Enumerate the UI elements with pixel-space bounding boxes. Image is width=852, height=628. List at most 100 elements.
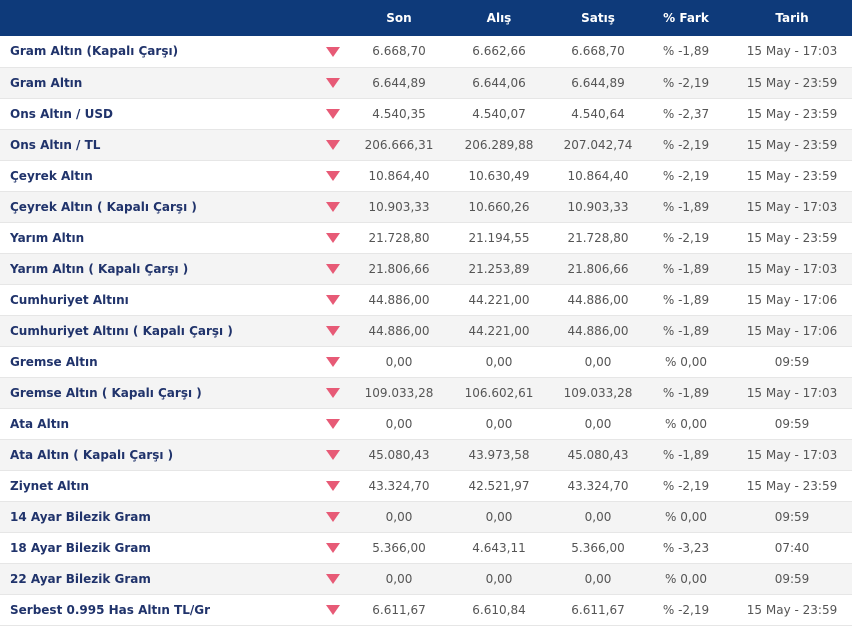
satis-value: 0,00 xyxy=(556,501,640,533)
son-value: 6.611,67 xyxy=(356,594,442,626)
satis-value: 6.668,70 xyxy=(556,36,640,68)
header-trend xyxy=(318,0,356,36)
table-row[interactable]: Gremse Altın ( Kapalı Çarşı ) 109.033,28 1… xyxy=(0,377,852,409)
asset-name-link[interactable]: Ata Altın xyxy=(0,408,318,440)
table-row[interactable]: Yarım Altın ( Kapalı Çarşı ) 21.806,66 21.… xyxy=(0,253,852,285)
asset-name-link[interactable]: Yarım Altın ( Kapalı Çarşı ) xyxy=(0,253,318,285)
down-arrow-icon xyxy=(326,481,340,491)
asset-name-link[interactable]: Gram Altın xyxy=(0,67,318,99)
table-row[interactable]: Ziynet Altın 43.324,70 42.521,97 43.324,70%… xyxy=(0,470,852,502)
fark-value: % -1,89 xyxy=(640,253,732,285)
son-value: 206.666,31 xyxy=(356,129,442,161)
alis-value: 6.662,66 xyxy=(442,36,556,68)
header-alis[interactable]: Alış xyxy=(486,11,512,25)
satis-value: 10.864,40 xyxy=(556,160,640,192)
asset-name-link[interactable]: Ons Altın / TL xyxy=(0,129,318,161)
trend-cell xyxy=(318,315,356,347)
tarih-value: 07:40 xyxy=(732,532,852,564)
down-arrow-icon xyxy=(326,419,340,429)
header-son[interactable]: Son xyxy=(386,11,412,25)
down-arrow-icon xyxy=(326,202,340,212)
header-tarih[interactable]: Tarih xyxy=(775,11,809,25)
asset-name-link[interactable]: Gram Altın (Kapalı Çarşı) xyxy=(0,36,318,68)
alis-value: 43.973,58 xyxy=(442,439,556,471)
son-value: 109.033,28 xyxy=(356,377,442,409)
down-arrow-icon xyxy=(326,140,340,150)
table-row[interactable]: Ons Altın / TL 206.666,31 206.289,88 207.04… xyxy=(0,129,852,161)
tarih-value: 15 May - 17:03 xyxy=(732,377,852,409)
tarih-value: 09:59 xyxy=(732,346,852,378)
trend-cell xyxy=(318,501,356,533)
trend-cell xyxy=(318,253,356,285)
asset-name-link[interactable]: 18 Ayar Bilezik Gram xyxy=(0,532,318,564)
table-row[interactable]: Gremse Altın 0,00 0,00 0,00% 0,00 09:59 xyxy=(0,346,852,378)
fark-value: % -2,19 xyxy=(640,67,732,99)
fark-value: % 0,00 xyxy=(640,408,732,440)
trend-cell xyxy=(318,36,356,68)
tarih-value: 15 May - 23:59 xyxy=(732,470,852,502)
tarih-value: 15 May - 23:59 xyxy=(732,67,852,99)
asset-name-link[interactable]: Cumhuriyet Altını ( Kapalı Çarşı ) xyxy=(0,315,318,347)
table-row[interactable]: Ons Altın / USD 4.540,35 4.540,07 4.540,64%… xyxy=(0,98,852,130)
asset-name-link[interactable]: Çeyrek Altın xyxy=(0,160,318,192)
tarih-value: 15 May - 23:59 xyxy=(732,129,852,161)
fark-value: % -3,23 xyxy=(640,532,732,564)
asset-name-link[interactable]: Gremse Altın xyxy=(0,346,318,378)
son-value: 21.728,80 xyxy=(356,222,442,254)
satis-value: 21.806,66 xyxy=(556,253,640,285)
trend-cell xyxy=(318,191,356,223)
asset-name-link[interactable]: Cumhuriyet Altını xyxy=(0,284,318,316)
down-arrow-icon xyxy=(326,512,340,522)
alis-value: 0,00 xyxy=(442,563,556,595)
son-value: 5.366,00 xyxy=(356,532,442,564)
asset-name-link[interactable]: Yarım Altın xyxy=(0,222,318,254)
asset-name-link[interactable]: Çeyrek Altın ( Kapalı Çarşı ) xyxy=(0,191,318,223)
satis-value: 10.903,33 xyxy=(556,191,640,223)
tarih-value: 15 May - 17:03 xyxy=(732,191,852,223)
tarih-value: 09:59 xyxy=(732,501,852,533)
table-row[interactable]: Yarım Altın 21.728,80 21.194,55 21.728,80% … xyxy=(0,222,852,254)
header-satis[interactable]: Satış xyxy=(581,11,615,25)
tarih-value: 15 May - 23:59 xyxy=(732,222,852,254)
alis-value: 0,00 xyxy=(442,501,556,533)
alis-value: 44.221,00 xyxy=(442,284,556,316)
table-row[interactable]: Cumhuriyet Altını 44.886,00 44.221,00 44.88… xyxy=(0,284,852,316)
asset-name-link[interactable]: Ata Altın ( Kapalı Çarşı ) xyxy=(0,439,318,471)
asset-name-link[interactable]: Ziynet Altın xyxy=(0,470,318,502)
table-row[interactable]: Çeyrek Altın 10.864,40 10.630,49 10.864,40%… xyxy=(0,160,852,192)
table-row[interactable]: Ata Altın 0,00 0,00 0,00% 0,00 09:59 xyxy=(0,408,852,440)
alis-value: 4.643,11 xyxy=(442,532,556,564)
table-header-row: Son Alış Satış % Fark Tarih xyxy=(0,0,852,36)
son-value: 45.080,43 xyxy=(356,439,442,471)
satis-value: 5.366,00 xyxy=(556,532,640,564)
table-row[interactable]: Ata Altın ( Kapalı Çarşı ) 45.080,43 43.97… xyxy=(0,439,852,471)
table-row[interactable]: Cumhuriyet Altını ( Kapalı Çarşı ) 44.886… xyxy=(0,315,852,347)
table-row[interactable]: Çeyrek Altın ( Kapalı Çarşı ) 10.903,33 10… xyxy=(0,191,852,223)
table-row[interactable]: 22 Ayar Bilezik Gram 0,00 0,00 0,00% 0,00 09… xyxy=(0,563,852,595)
table-row[interactable]: Serbest 0.995 Has Altın TL/Gr 6.611,67 6.6… xyxy=(0,594,852,626)
table-row[interactable]: Gram Altın 6.644,89 6.644,06 6.644,89% -2,1… xyxy=(0,67,852,99)
header-name xyxy=(0,0,318,36)
tarih-value: 15 May - 17:03 xyxy=(732,253,852,285)
tarih-value: 15 May - 17:03 xyxy=(732,36,852,68)
table-row[interactable]: 14 Ayar Bilezik Gram 0,00 0,00 0,00% 0,00 09… xyxy=(0,501,852,533)
asset-name-link[interactable]: 14 Ayar Bilezik Gram xyxy=(0,501,318,533)
table-row[interactable]: 18 Ayar Bilezik Gram 5.366,00 4.643,11 5.36… xyxy=(0,532,852,564)
tarih-value: 09:59 xyxy=(732,408,852,440)
asset-name-link[interactable]: 22 Ayar Bilezik Gram xyxy=(0,563,318,595)
fark-value: % -1,89 xyxy=(640,284,732,316)
trend-cell xyxy=(318,563,356,595)
fark-value: % -2,19 xyxy=(640,594,732,626)
down-arrow-icon xyxy=(326,543,340,553)
asset-name-link[interactable]: Ons Altın / USD xyxy=(0,98,318,130)
asset-name-link[interactable]: Serbest 0.995 Has Altın TL/Gr xyxy=(0,594,318,626)
satis-value: 0,00 xyxy=(556,408,640,440)
alis-value: 4.540,07 xyxy=(442,98,556,130)
son-value: 4.540,35 xyxy=(356,98,442,130)
asset-name-link[interactable]: Gremse Altın ( Kapalı Çarşı ) xyxy=(0,377,318,409)
down-arrow-icon xyxy=(326,264,340,274)
trend-cell xyxy=(318,594,356,626)
header-fark[interactable]: % Fark xyxy=(663,11,709,25)
table-row[interactable]: Gram Altın (Kapalı Çarşı) 6.668,70 6.662,6… xyxy=(0,36,852,68)
son-value: 0,00 xyxy=(356,563,442,595)
